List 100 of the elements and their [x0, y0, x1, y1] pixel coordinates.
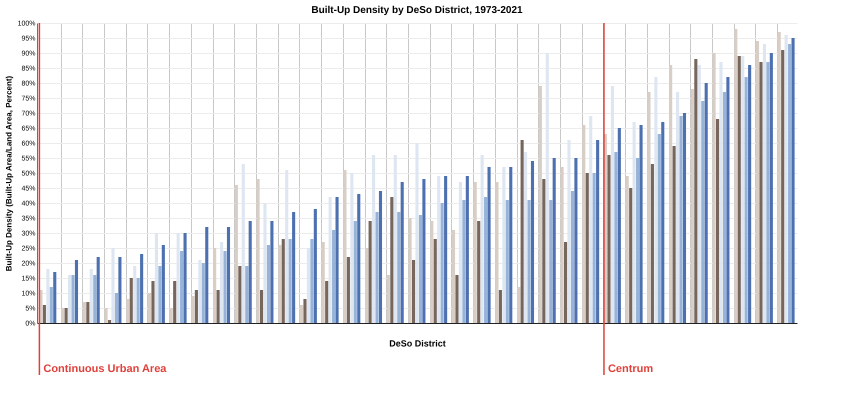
bar — [372, 155, 376, 323]
bar — [719, 62, 723, 323]
bar — [589, 116, 592, 323]
bar — [170, 308, 173, 323]
bar — [140, 254, 144, 323]
bar — [354, 221, 357, 323]
bar — [477, 221, 480, 323]
bar — [114, 293, 118, 323]
bar — [285, 170, 288, 323]
bar — [636, 158, 640, 323]
bar — [158, 266, 162, 323]
bar — [738, 56, 741, 323]
bar — [458, 182, 462, 323]
bar — [690, 89, 694, 323]
y-axis-title: Built-Up Density (Built-Up Area/Land Area, Percent) — [4, 75, 14, 272]
bar — [437, 176, 440, 323]
bar — [336, 197, 339, 323]
bar — [520, 140, 524, 323]
bar — [647, 92, 650, 323]
bar — [474, 182, 477, 323]
bar — [658, 134, 661, 323]
bar — [546, 53, 549, 323]
bar — [614, 152, 618, 323]
bar — [422, 179, 426, 323]
bar — [509, 167, 512, 323]
bar — [394, 155, 397, 323]
bar — [748, 65, 752, 323]
bar — [650, 164, 654, 323]
bar — [368, 221, 372, 323]
bar — [596, 140, 600, 323]
bar — [61, 308, 64, 323]
bar — [530, 161, 534, 323]
bar — [288, 239, 292, 323]
bar — [173, 281, 176, 323]
bar — [216, 290, 220, 323]
bar — [762, 44, 766, 323]
bar — [632, 122, 636, 323]
bar — [455, 275, 459, 323]
bar — [570, 191, 574, 323]
bar — [194, 290, 198, 323]
bar — [226, 227, 230, 323]
bar — [759, 62, 763, 323]
bar — [682, 113, 686, 323]
bar — [712, 53, 716, 323]
bar — [498, 290, 502, 323]
bar — [310, 239, 314, 323]
bar — [741, 56, 744, 323]
bar — [96, 257, 100, 323]
bar — [669, 65, 672, 323]
bar — [582, 125, 586, 323]
bar — [386, 275, 390, 323]
bar — [549, 200, 552, 323]
bar — [440, 203, 444, 323]
bar — [698, 65, 701, 323]
bar — [726, 77, 730, 323]
bar — [390, 197, 394, 323]
bar — [462, 200, 466, 323]
text: Centrum — [608, 363, 654, 375]
bar — [325, 281, 328, 323]
bar — [756, 41, 760, 323]
bar — [64, 308, 68, 323]
bar — [357, 194, 360, 323]
bar — [266, 245, 270, 323]
bar — [480, 155, 484, 323]
bar — [618, 128, 621, 323]
bar — [282, 239, 285, 323]
bar — [488, 167, 491, 323]
bar — [53, 272, 56, 323]
bar — [93, 275, 96, 323]
bar — [676, 92, 680, 323]
bar — [205, 227, 208, 323]
bar — [527, 200, 531, 323]
bar — [292, 212, 296, 323]
bar — [278, 245, 282, 323]
bar — [133, 266, 136, 323]
bar — [86, 302, 90, 323]
bar — [90, 269, 93, 323]
text: Continuous Urban Area — [43, 363, 168, 375]
bar — [672, 146, 676, 323]
bar — [766, 62, 770, 323]
bar — [574, 158, 578, 323]
bar — [68, 275, 72, 323]
bar — [242, 164, 245, 323]
bar — [198, 260, 202, 323]
bar — [586, 173, 589, 323]
bar — [661, 122, 664, 323]
bar — [524, 152, 528, 323]
bar — [46, 269, 50, 323]
bar — [375, 212, 379, 323]
bar — [495, 182, 498, 323]
bar — [260, 290, 264, 323]
bar — [552, 158, 556, 323]
bar — [136, 278, 140, 323]
bar — [50, 287, 53, 323]
bar — [397, 212, 400, 323]
bar — [148, 293, 152, 323]
bar — [444, 176, 448, 323]
bar — [343, 170, 346, 323]
bar — [567, 140, 571, 323]
bar — [466, 176, 469, 323]
